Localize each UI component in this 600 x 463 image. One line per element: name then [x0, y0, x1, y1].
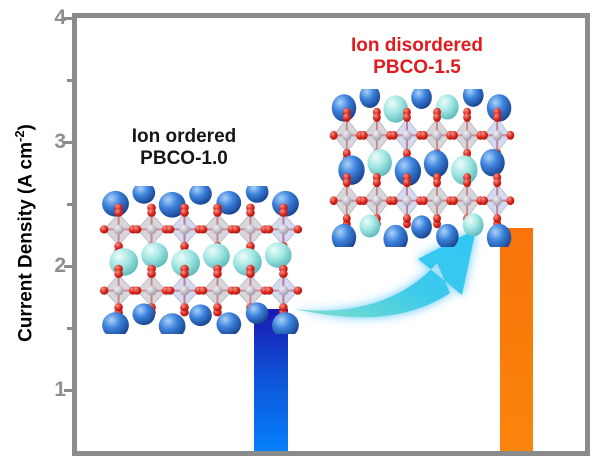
- y-tick-label-4: 4: [54, 6, 66, 29]
- y-major-tick-4: [64, 17, 72, 20]
- annotation-ion-disordered-line1: Ion disordered: [351, 35, 483, 56]
- enhancement-arrow-icon: [295, 229, 476, 318]
- y-tick-label-3: 3: [54, 130, 66, 153]
- annotation-ion-ordered: Ion ordered PBCO-1.0: [100, 126, 268, 170]
- y-minor-tick-3-5: [67, 79, 72, 82]
- y-axis-title-text: Current Density (A cm: [15, 142, 37, 342]
- y-major-tick-3: [64, 141, 72, 144]
- y-minor-tick-2-5: [67, 203, 72, 206]
- bar-disordered-pbco-1-5: [500, 228, 533, 451]
- y-axis-title-superscript: -2: [12, 130, 27, 142]
- plot-frame: [72, 13, 590, 456]
- crystal-structure-disordered-illustration: [329, 89, 515, 247]
- y-tick-label-2: 2: [54, 254, 66, 277]
- crystal-structure-ordered-illustration: [99, 186, 303, 334]
- y-axis-title: Current Density (A cm-2): [8, 73, 36, 393]
- annotation-ion-disordered: Ion disordered PBCO-1.5: [333, 35, 501, 79]
- annotation-ion-ordered-line1: Ion ordered: [131, 126, 237, 147]
- annotation-ion-disordered-line2: PBCO-1.5: [373, 57, 461, 78]
- y-tick-label-1: 1: [54, 378, 66, 401]
- y-major-tick-2: [64, 265, 72, 268]
- annotation-ion-ordered-line2: PBCO-1.0: [140, 148, 228, 169]
- y-minor-tick-1-5: [67, 327, 72, 330]
- y-major-tick-1: [64, 389, 72, 392]
